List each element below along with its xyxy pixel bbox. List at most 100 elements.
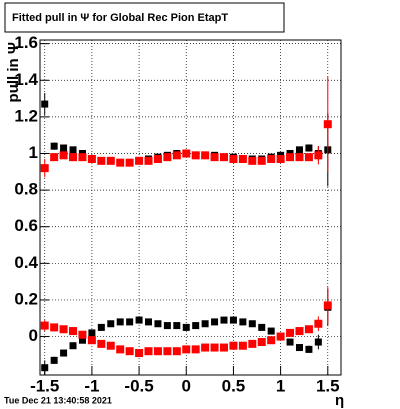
marker xyxy=(295,327,304,336)
x-tick-label: 1 xyxy=(276,376,285,395)
marker xyxy=(192,322,200,330)
timestamp: Tue Dec 21 13:40:58 2021 xyxy=(4,395,112,405)
marker xyxy=(323,120,332,129)
marker xyxy=(153,347,162,356)
marker xyxy=(286,328,295,337)
marker xyxy=(172,347,181,356)
marker xyxy=(69,146,77,154)
marker xyxy=(276,332,285,341)
marker xyxy=(153,154,162,163)
y-tick-label: 0.2 xyxy=(14,289,38,308)
marker xyxy=(69,342,77,350)
marker xyxy=(305,144,313,152)
marker xyxy=(248,339,257,348)
marker xyxy=(50,142,58,150)
marker xyxy=(191,151,200,160)
y-tick-label: 0.4 xyxy=(14,253,38,272)
y-axis-label: pull in Ψ xyxy=(5,42,22,102)
chart-title: Fitted pull in Ψ for Global Rec Pion Eta… xyxy=(12,12,228,24)
marker xyxy=(163,153,172,162)
marker xyxy=(219,153,228,162)
marker xyxy=(107,320,115,328)
marker xyxy=(106,156,115,165)
y-tick-label: 0 xyxy=(29,326,38,345)
marker xyxy=(172,151,181,160)
marker xyxy=(69,153,78,162)
y-tick-label: 0.6 xyxy=(14,216,38,235)
marker xyxy=(78,153,87,162)
marker xyxy=(201,343,210,352)
marker xyxy=(314,319,323,328)
marker xyxy=(304,153,313,162)
marker xyxy=(125,347,134,356)
marker xyxy=(116,345,125,354)
marker xyxy=(69,327,78,336)
marker xyxy=(248,320,256,328)
marker xyxy=(97,339,106,348)
marker xyxy=(116,318,124,326)
marker xyxy=(201,151,210,160)
marker xyxy=(41,364,49,372)
marker xyxy=(60,144,68,152)
marker xyxy=(323,301,332,310)
marker xyxy=(286,153,295,162)
marker xyxy=(211,318,219,326)
marker xyxy=(210,343,219,352)
marker xyxy=(238,154,247,163)
marker xyxy=(144,156,153,165)
marker xyxy=(163,322,171,330)
x-tick-label: 0.5 xyxy=(222,376,246,395)
title-box xyxy=(4,2,285,33)
marker xyxy=(267,154,276,163)
y-tick-label: 1.6 xyxy=(14,33,38,52)
marker xyxy=(258,323,266,331)
marker xyxy=(59,325,68,334)
x-tick-label: 1.5 xyxy=(316,376,340,395)
marker xyxy=(248,156,257,165)
marker xyxy=(182,149,191,158)
marker xyxy=(87,336,96,345)
marker xyxy=(210,153,219,162)
marker xyxy=(41,100,49,108)
marker xyxy=(304,325,313,334)
marker xyxy=(144,347,153,356)
marker xyxy=(238,341,247,350)
marker xyxy=(286,338,294,346)
marker xyxy=(78,336,86,344)
marker xyxy=(267,327,275,335)
marker xyxy=(135,156,144,165)
marker xyxy=(135,349,144,358)
marker xyxy=(201,320,209,328)
marker xyxy=(257,156,266,165)
plot-frame xyxy=(39,39,342,376)
marker xyxy=(295,146,303,154)
marker xyxy=(40,164,49,173)
y-tick-label: 1 xyxy=(29,143,38,162)
marker xyxy=(305,345,313,353)
marker xyxy=(87,154,96,163)
marker xyxy=(295,153,304,162)
y-tick-label: 1.2 xyxy=(14,106,38,125)
marker xyxy=(163,347,172,356)
marker xyxy=(116,158,125,167)
marker xyxy=(145,318,153,326)
marker xyxy=(229,154,238,163)
x-tick-label: -1.5 xyxy=(30,376,59,395)
marker xyxy=(126,318,134,326)
marker xyxy=(257,338,266,347)
marker xyxy=(97,323,105,331)
marker xyxy=(314,338,322,346)
marker xyxy=(106,341,115,350)
marker xyxy=(78,330,87,339)
marker xyxy=(182,345,191,354)
marker xyxy=(59,151,68,160)
marker xyxy=(88,329,96,337)
marker xyxy=(229,341,238,350)
marker xyxy=(295,344,303,352)
marker xyxy=(276,154,285,163)
marker xyxy=(125,158,134,167)
marker xyxy=(154,320,162,328)
y-tick-label: 0.8 xyxy=(14,180,38,199)
marker xyxy=(182,323,190,331)
x-axis-label: η xyxy=(335,392,344,409)
